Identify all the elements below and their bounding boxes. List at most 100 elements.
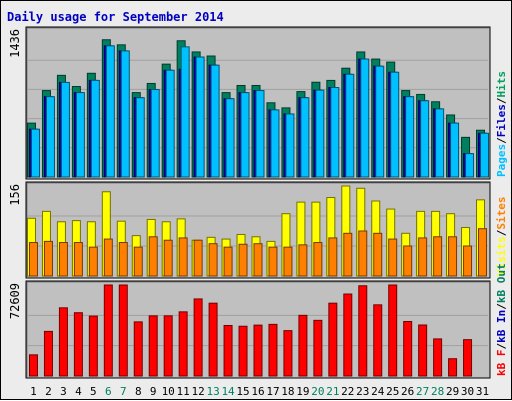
bar-kb-f-day-28 — [433, 338, 443, 377]
bar-pages-day-17 — [270, 109, 280, 178]
x-tick-label-day-29: 29 — [446, 385, 459, 398]
x-tick-label-day-24: 24 — [371, 385, 385, 398]
x-tick-label-day-12: 12 — [192, 385, 205, 398]
bar-pages-day-29 — [450, 122, 460, 178]
bar-pages-day-26 — [405, 96, 415, 178]
bar-pages-day-18 — [285, 113, 295, 178]
chart-title: Daily usage for September 2014 — [7, 10, 224, 24]
x-tick-label-day-23: 23 — [356, 385, 369, 398]
bar-pages-day-12 — [195, 56, 205, 178]
bar-kb-f-day-14 — [223, 324, 233, 377]
bar-pages-day-8 — [135, 97, 145, 178]
bar-pages-day-28 — [435, 108, 445, 178]
bar-kb-f-day-22 — [343, 293, 353, 377]
legend-part: / — [495, 137, 508, 144]
panel-max-label: 72609 — [8, 283, 22, 319]
legend-part: / — [495, 303, 508, 310]
x-tick-label-day-30: 30 — [461, 385, 474, 398]
bar-pages-day-16 — [255, 90, 265, 178]
bar-pages-day-2 — [45, 96, 55, 178]
x-tick-label-day-18: 18 — [281, 385, 294, 398]
x-tick-label-day-14: 14 — [221, 385, 235, 398]
bar-pages-day-19 — [300, 97, 310, 178]
legend-part: kB F — [495, 350, 508, 377]
bar-sites-day-26 — [403, 245, 413, 277]
x-tick-label-day-20: 20 — [311, 385, 324, 398]
legend-part: / — [495, 229, 508, 236]
x-tick-label-day-22: 22 — [341, 385, 354, 398]
bar-sites-day-5 — [88, 246, 98, 277]
panel-max-label: 1436 — [8, 29, 22, 58]
x-tick-label-day-13: 13 — [206, 385, 219, 398]
bar-pages-day-10 — [165, 69, 175, 178]
x-tick-label-day-8: 8 — [135, 385, 142, 398]
bar-sites-day-16 — [253, 243, 263, 277]
x-tick-label-day-1: 1 — [30, 385, 37, 398]
bar-kb-f-day-29 — [448, 358, 458, 377]
x-tick-label-day-9: 9 — [150, 385, 157, 398]
x-tick-label-day-3: 3 — [60, 385, 67, 398]
bar-kb-f-day-11 — [178, 311, 188, 377]
bar-sites-day-21 — [328, 237, 338, 277]
bar-sites-day-8 — [133, 246, 143, 277]
bar-sites-day-4 — [73, 242, 83, 277]
x-tick-label-day-2: 2 — [45, 385, 52, 398]
bar-sites-day-27 — [418, 237, 428, 277]
bar-kb-f-day-7 — [118, 284, 128, 377]
x-tick-label-day-7: 7 — [120, 385, 127, 398]
bar-pages-day-11 — [180, 46, 190, 178]
bar-sites-day-14 — [223, 246, 233, 277]
bar-pages-day-23 — [360, 58, 370, 178]
x-tick-label-day-19: 19 — [296, 385, 309, 398]
bar-kb-f-day-17 — [268, 323, 278, 377]
x-tick-label-day-31: 31 — [476, 385, 489, 398]
bar-pages-day-14 — [225, 98, 235, 178]
bar-pages-day-21 — [330, 87, 340, 178]
bar-kb-f-day-20 — [313, 319, 323, 377]
bar-sites-day-30 — [463, 245, 473, 277]
legend-part: / — [495, 97, 508, 104]
bar-sites-day-1 — [28, 242, 38, 277]
bar-kb-f-day-8 — [133, 321, 143, 377]
bar-sites-day-9 — [148, 236, 158, 277]
panel-max-label: 156 — [8, 184, 22, 206]
x-tick-label-day-6: 6 — [105, 385, 112, 398]
bar-sites-day-3 — [58, 242, 68, 277]
bar-pages-day-5 — [90, 79, 100, 178]
bar-sites-day-12 — [193, 239, 203, 277]
bar-kb-f-day-6 — [103, 284, 113, 377]
legend-part: kB Out — [495, 263, 508, 303]
bar-kb-f-day-23 — [358, 285, 368, 377]
bar-pages-day-13 — [210, 64, 220, 178]
bar-sites-day-11 — [178, 237, 188, 277]
legend-part: Pages — [495, 144, 508, 177]
bar-sites-day-13 — [208, 243, 218, 277]
bar-pages-day-27 — [420, 100, 430, 178]
bar-kb-f-day-24 — [373, 304, 383, 377]
x-tick-label-day-17: 17 — [266, 385, 279, 398]
panel-legend-label: Visits/Sites — [495, 197, 508, 277]
legend-part: Hits — [495, 71, 508, 98]
bar-sites-day-24 — [373, 232, 383, 277]
bar-pages-day-9 — [150, 89, 160, 178]
bar-kb-f-day-18 — [283, 330, 293, 377]
bar-kb-f-day-13 — [208, 302, 218, 377]
bar-pages-day-1 — [30, 128, 40, 178]
bar-sites-day-25 — [388, 238, 398, 277]
bar-pages-day-24 — [375, 65, 385, 178]
bar-kb-f-day-19 — [298, 314, 308, 377]
legend-part: Files — [495, 104, 508, 137]
x-tick-label-day-21: 21 — [326, 385, 339, 398]
x-tick-label-day-15: 15 — [236, 385, 249, 398]
bar-kb-f-day-2 — [43, 330, 53, 377]
bar-kb-f-day-21 — [328, 302, 338, 377]
bar-sites-day-15 — [238, 243, 248, 277]
bar-sites-day-18 — [283, 246, 293, 277]
bar-pages-day-20 — [315, 89, 325, 178]
bar-sites-day-6 — [103, 238, 113, 277]
bar-kb-f-day-30 — [463, 339, 473, 377]
legend-part: Visits — [495, 236, 508, 276]
bar-kb-f-day-1 — [28, 354, 38, 377]
